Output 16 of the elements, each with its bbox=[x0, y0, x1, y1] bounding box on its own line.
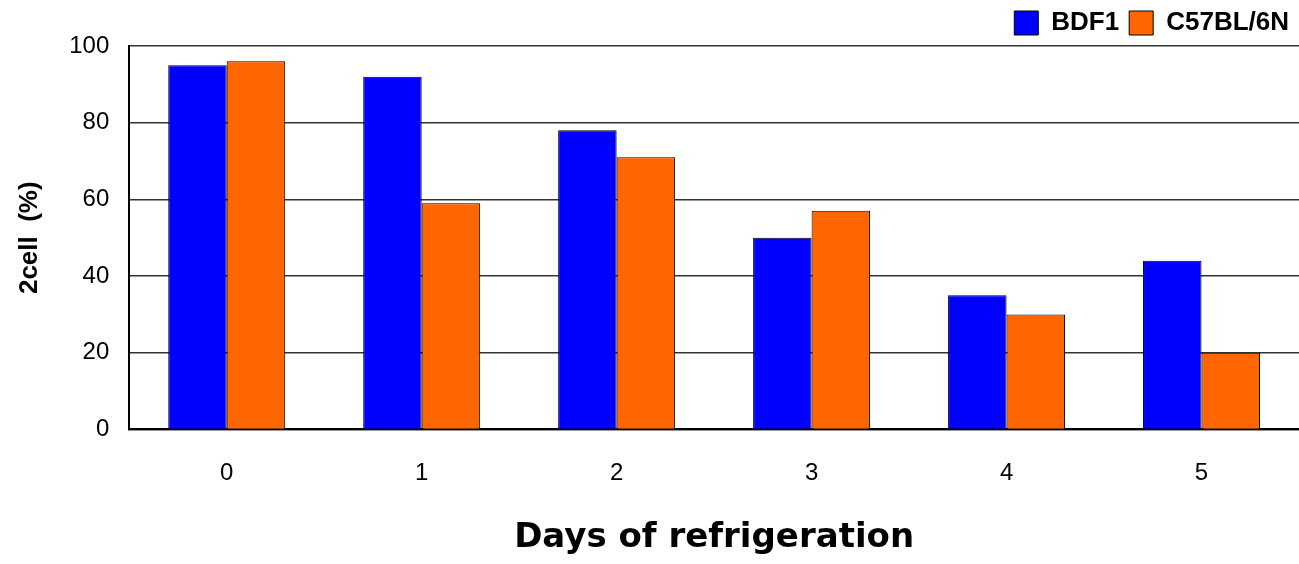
x-tick-label: 3 bbox=[804, 458, 819, 486]
y-tick-label: 20 bbox=[82, 337, 110, 365]
y-tick-label: 60 bbox=[82, 183, 110, 211]
x-axis-title: Days of refrigeration bbox=[514, 515, 915, 556]
y-tick-label: 100 bbox=[69, 30, 110, 58]
x-tick-label: 2 bbox=[609, 458, 624, 486]
x-tick-label: 0 bbox=[220, 458, 234, 486]
y-axis-title: 2cell (%) bbox=[12, 181, 43, 295]
y-tick-label: 40 bbox=[82, 260, 110, 288]
legend-label: BDF1 bbox=[1051, 6, 1120, 37]
x-tick-label: 5 bbox=[1194, 458, 1209, 486]
y-tick-label: 0 bbox=[95, 414, 110, 442]
x-tick-label: 4 bbox=[999, 458, 1014, 486]
y-tick-label: 80 bbox=[82, 107, 110, 135]
legend-label: C57BL/6N bbox=[1166, 6, 1290, 37]
x-tick-label: 1 bbox=[415, 458, 429, 486]
